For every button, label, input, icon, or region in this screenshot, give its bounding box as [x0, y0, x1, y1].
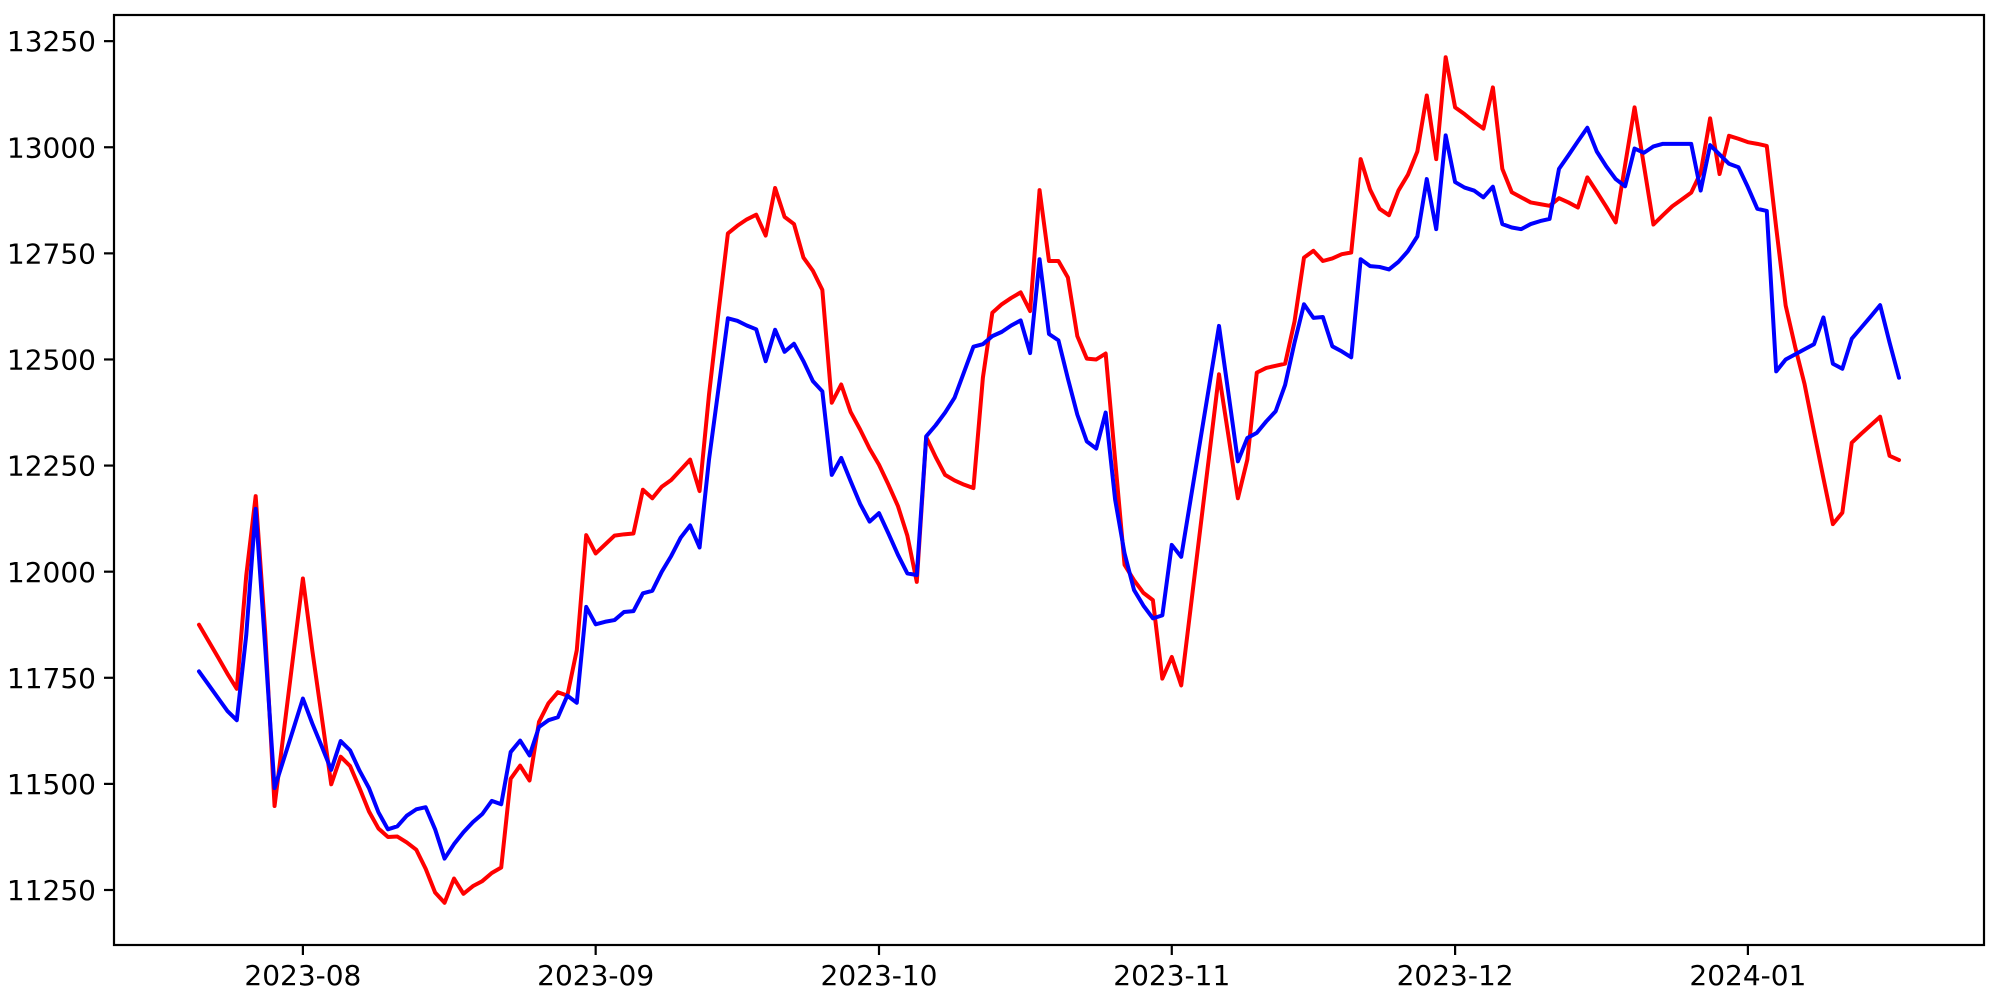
y-axis-tick-label: 11750 [7, 662, 96, 695]
plot-border [112, 13, 1986, 947]
blue-series-line [197, 125, 1901, 861]
x-axis-tick-label: 2023-11 [1113, 959, 1230, 992]
red-series-line [197, 55, 1901, 905]
y-axis-tick-label: 12000 [7, 556, 96, 589]
y-axis-tick-label: 13250 [7, 25, 96, 58]
y-axis-tick-label: 12500 [7, 344, 96, 377]
y-axis-tick-label: 11500 [7, 768, 96, 801]
y-axis-tick-label: 11250 [7, 874, 96, 907]
y-axis-tick-label: 12250 [7, 450, 96, 483]
plot-area [114, 15, 1984, 945]
x-axis-tick-label: 2023-08 [244, 959, 361, 992]
y-axis-tick-label: 13000 [7, 131, 96, 164]
y-axis-tick-label: 12750 [7, 237, 96, 270]
x-axis-tick-label: 2023-10 [821, 959, 938, 992]
x-axis-tick-label: 2024-01 [1689, 959, 1806, 992]
x-axis-tick-label: 2023-12 [1397, 959, 1514, 992]
x-axis-tick-label: 2023-09 [537, 959, 654, 992]
